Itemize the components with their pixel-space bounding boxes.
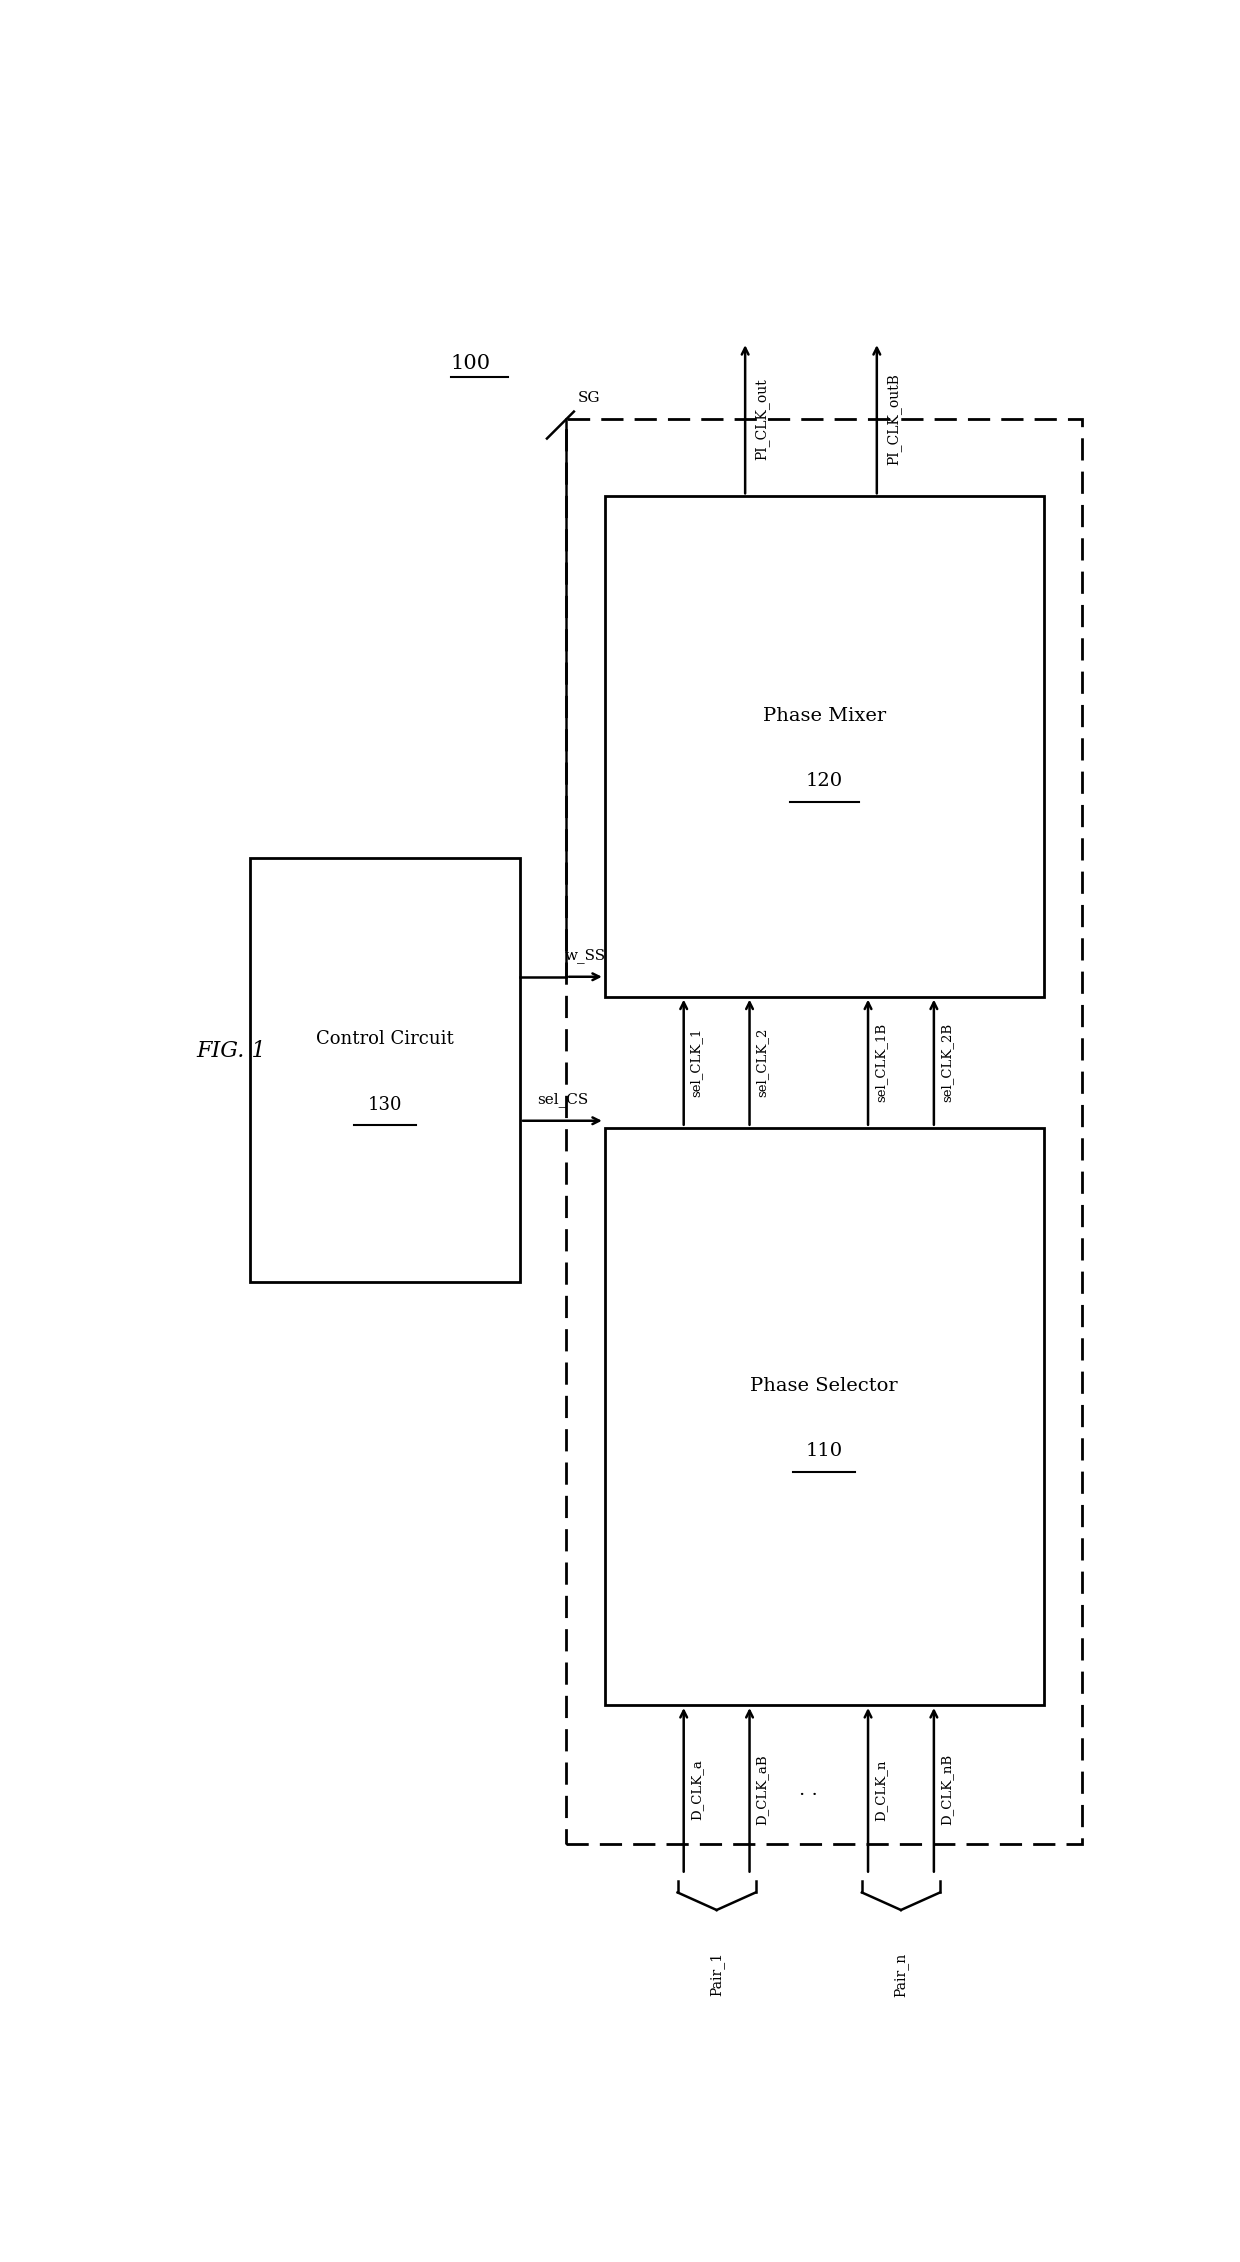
Text: sel_CLK_1B: sel_CLK_1B <box>874 1022 887 1102</box>
Text: 100: 100 <box>450 355 491 373</box>
Text: Pair_n: Pair_n <box>894 1952 909 1997</box>
Text: SG: SG <box>578 391 600 405</box>
Text: D_CLK_a: D_CLK_a <box>689 1760 703 1821</box>
Text: Phase Mixer: Phase Mixer <box>763 706 885 724</box>
Bar <box>605 495 1044 998</box>
Text: sel_CLK_2B: sel_CLK_2B <box>940 1022 954 1102</box>
Text: D_CLK_aB: D_CLK_aB <box>755 1755 769 1825</box>
Text: sel_CLK_2: sel_CLK_2 <box>755 1027 769 1097</box>
Text: 130: 130 <box>368 1095 403 1113</box>
Text: sel_CS: sel_CS <box>537 1093 588 1106</box>
Text: D_CLK_nB: D_CLK_nB <box>940 1755 954 1825</box>
Text: 110: 110 <box>806 1443 843 1459</box>
Bar <box>567 418 1083 1844</box>
Text: Control Circuit: Control Circuit <box>316 1029 454 1047</box>
Bar <box>250 857 520 1283</box>
Text: . .: . . <box>800 1780 818 1798</box>
Text: 120: 120 <box>806 771 843 789</box>
Text: Phase Selector: Phase Selector <box>750 1378 898 1396</box>
Text: D_CLK_n: D_CLK_n <box>874 1760 887 1821</box>
Bar <box>605 1129 1044 1706</box>
Text: PI_CLK_outB: PI_CLK_outB <box>887 373 901 466</box>
Text: PI_CLK_out: PI_CLK_out <box>754 378 769 459</box>
Text: sel_CLK_1: sel_CLK_1 <box>689 1027 703 1097</box>
Text: w_SS: w_SS <box>565 948 606 964</box>
Text: FIG. 1: FIG. 1 <box>197 1041 267 1061</box>
Text: Pair_1: Pair_1 <box>709 1952 724 1997</box>
